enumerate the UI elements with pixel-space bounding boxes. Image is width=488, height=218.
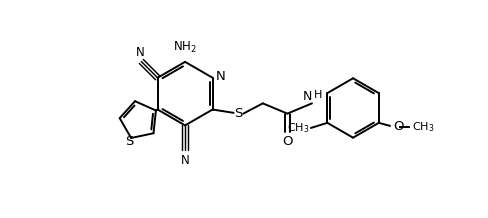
Text: O: O <box>282 135 293 148</box>
Text: CH$_3$: CH$_3$ <box>412 120 435 134</box>
Text: N: N <box>303 90 312 103</box>
Text: S: S <box>125 135 133 148</box>
Text: N: N <box>136 46 144 59</box>
Text: H: H <box>314 90 323 100</box>
Text: NH$_2$: NH$_2$ <box>173 40 197 55</box>
Text: O: O <box>394 120 404 133</box>
Text: N: N <box>181 154 189 167</box>
Text: N: N <box>216 70 226 83</box>
Text: S: S <box>234 107 243 120</box>
Text: CH$_3$: CH$_3$ <box>287 121 309 135</box>
